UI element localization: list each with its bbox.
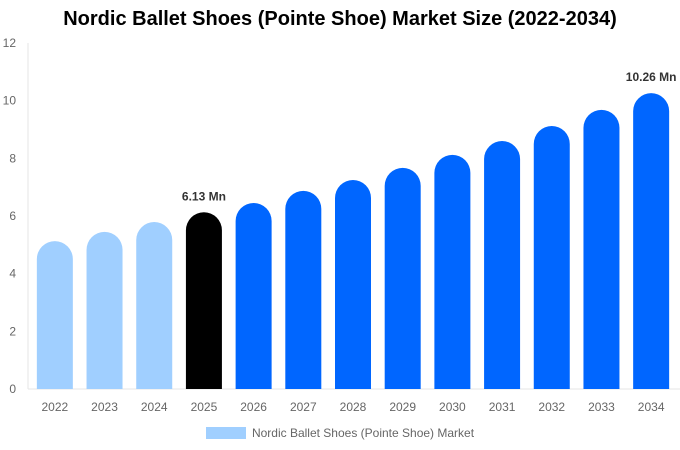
x-tick-label: 2024: [141, 400, 168, 414]
x-tick-label: 2031: [489, 400, 516, 414]
x-tick-label: 2027: [290, 400, 317, 414]
x-tick-label: 2032: [538, 400, 565, 414]
bar-2026: [235, 203, 272, 389]
y-tick-label: 4: [9, 267, 16, 281]
bar-2032: [533, 126, 570, 390]
y-tick-label: 2: [9, 324, 16, 338]
x-tick-label: 2028: [340, 400, 367, 414]
bar-2031: [484, 141, 521, 389]
bar-2028: [335, 179, 371, 389]
x-tick-label: 2030: [439, 400, 466, 414]
x-tick-label: 2029: [389, 400, 416, 414]
data-label-2034: 10.26 Mn: [626, 70, 677, 84]
chart-title: Nordic Ballet Shoes (Pointe Shoe) Market…: [63, 8, 617, 30]
y-tick-label: 10: [3, 94, 17, 108]
data-label-2025: 6.13 Mn: [182, 189, 226, 203]
bar-2027: [285, 190, 322, 389]
bar-2025: [185, 212, 222, 389]
y-tick-label: 8: [9, 151, 16, 165]
bar-2024: [136, 222, 173, 389]
legend: Nordic Ballet Shoes (Pointe Shoe) Market: [0, 426, 680, 440]
legend-label: Nordic Ballet Shoes (Pointe Shoe) Market: [251, 426, 475, 440]
x-tick-label: 2023: [91, 400, 118, 414]
x-tick-label: 2033: [588, 400, 615, 414]
bar-2034: [633, 93, 670, 390]
bar-2030: [434, 154, 471, 389]
bar-2033: [583, 109, 620, 389]
legend-swatch: [205, 427, 246, 439]
y-tick-label: 6: [9, 209, 16, 223]
bar-2029: [384, 167, 421, 389]
bar-2023: [86, 231, 123, 389]
x-tick-label: 2025: [191, 400, 218, 414]
bar-2022: [36, 241, 73, 389]
y-tick-label: 12: [3, 36, 17, 50]
x-tick-label: 2034: [638, 400, 665, 414]
x-tick-label: 2026: [240, 400, 267, 414]
x-tick-label: 2022: [41, 400, 68, 414]
y-tick-label: 0: [9, 382, 16, 396]
